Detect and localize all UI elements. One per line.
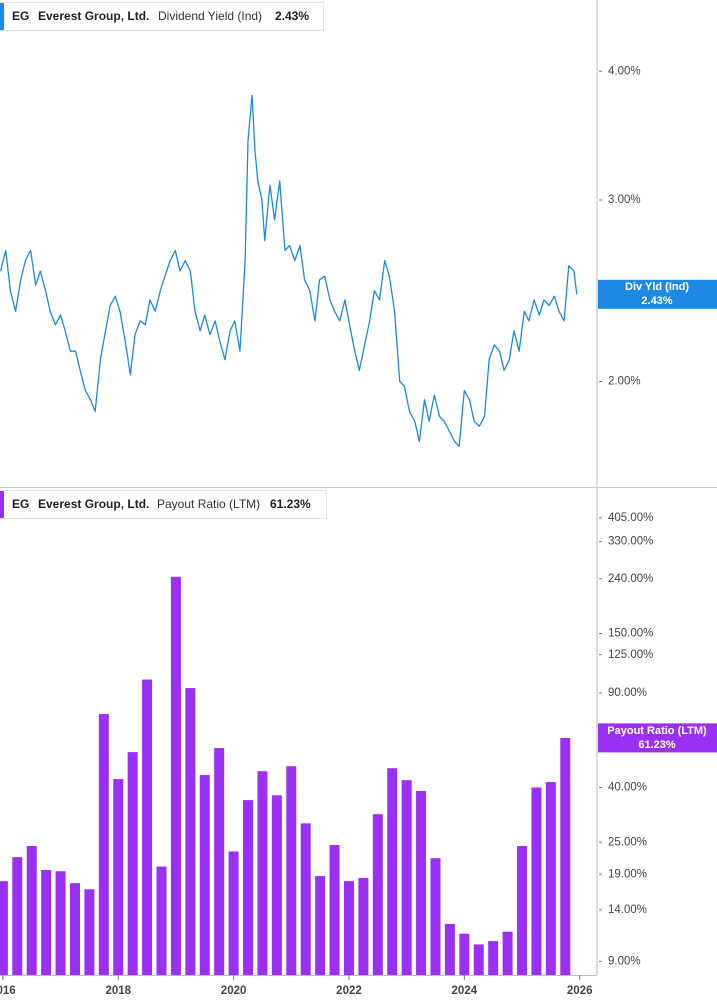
bar: [98, 714, 109, 975]
bar: [517, 846, 528, 975]
bar: [271, 795, 282, 975]
bar: [416, 791, 427, 975]
bar: [358, 877, 369, 975]
bar: [560, 737, 571, 975]
x-tick-label: 2018: [105, 985, 131, 997]
bar: [257, 771, 268, 975]
legend-company: Everest Group, Ltd.: [38, 9, 149, 23]
last-value-tag-value: 2.43%: [641, 295, 672, 307]
bar: [286, 766, 297, 975]
legend-company: Everest Group, Ltd.: [38, 497, 149, 511]
y-tick-label: 4.00%: [608, 65, 641, 77]
x-tick-label: 2022: [336, 985, 362, 997]
bar: [243, 800, 254, 975]
bar: [142, 679, 153, 975]
data-line: [0, 94, 578, 448]
bar: [531, 787, 542, 975]
bar: [502, 931, 513, 975]
bar: [113, 779, 124, 975]
last-value-tag: [598, 723, 717, 753]
bar: [199, 775, 210, 975]
bar: [0, 881, 8, 975]
bar: [69, 883, 80, 975]
y-tick-label: 405.00%: [608, 512, 653, 524]
bar: [387, 768, 398, 975]
bar: [315, 876, 326, 975]
bar: [473, 944, 484, 975]
legend-value: 61.23%: [270, 497, 311, 511]
bar: [343, 881, 354, 975]
bar: [214, 748, 225, 975]
x-tick-label: 2020: [221, 985, 247, 997]
last-value-tag-name: Payout Ratio (LTM): [607, 725, 707, 737]
bar: [84, 889, 95, 975]
y-tick-label: 14.00%: [608, 904, 647, 916]
y-tick-label: 2.00%: [608, 376, 641, 388]
bar: [127, 752, 138, 975]
bar: [300, 823, 311, 975]
y-tick-label: 19.00%: [608, 868, 647, 880]
last-value-tag: [598, 279, 717, 309]
bar: [55, 871, 66, 975]
bar: [329, 845, 340, 975]
legend-value: 2.43%: [275, 9, 309, 23]
y-tick-label: 25.00%: [608, 836, 647, 848]
x-tick-label: 2016: [0, 985, 16, 997]
bar: [488, 941, 499, 975]
bar: [26, 846, 37, 975]
bar: [430, 858, 441, 975]
bar: [170, 576, 181, 975]
y-tick-label: 3.00%: [608, 194, 641, 206]
legend-box: [0, 2, 324, 31]
last-value-tag-value: 61.23%: [638, 739, 676, 751]
bar: [545, 782, 556, 975]
legend-series: Dividend Yield (Ind): [158, 9, 262, 23]
last-value-tag-name: Div Yld (Ind): [625, 281, 689, 293]
y-tick-label: 150.00%: [608, 628, 653, 640]
bar: [228, 851, 239, 975]
x-tick-label: 2024: [452, 985, 478, 997]
x-tick-label: 2026: [567, 985, 593, 997]
legend-ticker: EG: [12, 497, 29, 511]
legend-swatch: [0, 3, 4, 30]
legend-series: Payout Ratio (LTM): [157, 497, 260, 511]
plot-area: [0, 576, 571, 975]
plot-area: [0, 94, 578, 448]
legend-swatch: [0, 491, 4, 518]
y-tick-label: 90.00%: [608, 687, 647, 699]
y-tick-label: 240.00%: [608, 573, 653, 585]
bar: [372, 814, 383, 975]
y-tick-label: 125.00%: [608, 649, 653, 661]
bar: [185, 688, 196, 975]
y-tick-label: 40.00%: [608, 782, 647, 794]
y-tick-label: 9.00%: [608, 955, 641, 967]
bar: [401, 780, 412, 975]
bar: [12, 857, 23, 975]
y-tick-label: 330.00%: [608, 536, 653, 548]
bar: [459, 933, 470, 975]
bar: [156, 866, 167, 975]
legend-ticker: EG: [12, 9, 29, 23]
bar: [444, 923, 455, 975]
bar: [41, 870, 52, 975]
